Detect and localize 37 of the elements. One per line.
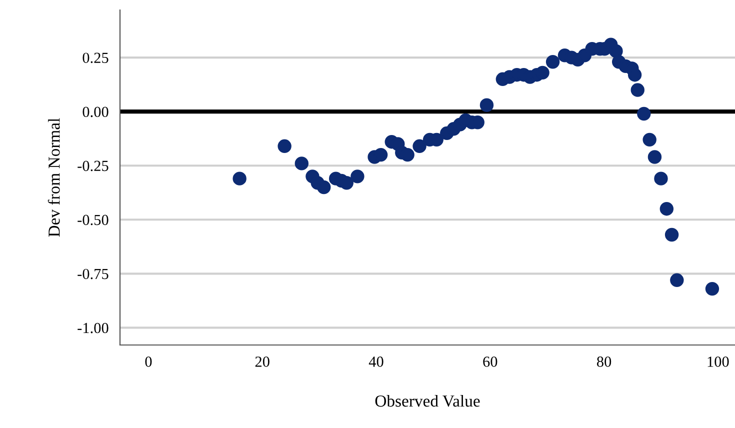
point: [664, 228, 679, 242]
point: [374, 148, 388, 162]
point: [317, 180, 331, 194]
point: [660, 202, 674, 216]
point: [642, 132, 656, 147]
x-tick-label: 100: [708, 356, 729, 367]
x-tick-label: 80: [596, 356, 612, 367]
point: [628, 68, 642, 82]
point: [705, 282, 720, 296]
point: [654, 172, 668, 186]
x-axis-title: Observed Value: [375, 394, 480, 407]
point: [412, 139, 426, 154]
point: [480, 98, 494, 112]
point: [340, 176, 354, 190]
x-tick-label: 60: [483, 356, 498, 367]
point: [670, 273, 684, 288]
x-tick-label: 20: [255, 356, 270, 367]
y-tick-label: 0.25: [82, 52, 108, 64]
point: [546, 55, 560, 69]
point: [350, 170, 364, 184]
y-tick-label: -0.50: [78, 214, 108, 226]
point: [630, 83, 644, 97]
point: [609, 44, 623, 58]
x-tick-label: 40: [368, 356, 384, 367]
point: [637, 106, 651, 121]
point: [400, 148, 414, 162]
x-tick-label: 0: [145, 356, 152, 367]
point: [232, 172, 246, 186]
point: [536, 66, 550, 80]
point: [294, 156, 309, 170]
point: [278, 139, 292, 154]
point: [648, 150, 662, 164]
y-axis-title: Dev from Normal: [48, 118, 60, 237]
y-tick-label: -0.75: [78, 268, 108, 280]
y-tick-label: -1.00: [78, 322, 108, 334]
y-tick-label: 0.00: [82, 106, 108, 118]
y-tick-label: -0.25: [78, 160, 108, 172]
